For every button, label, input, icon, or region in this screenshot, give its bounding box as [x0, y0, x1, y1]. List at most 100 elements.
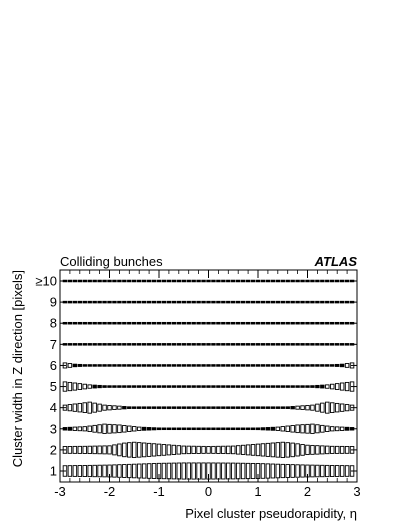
box-mark — [171, 385, 177, 388]
box-mark — [87, 321, 92, 325]
box-mark — [285, 464, 290, 478]
box-mark — [290, 279, 295, 283]
box-mark — [240, 462, 246, 480]
box-mark — [151, 406, 157, 409]
box-mark — [161, 343, 167, 346]
box-mark — [245, 462, 251, 480]
box-mark — [231, 385, 236, 388]
box-mark — [156, 385, 162, 388]
box-mark — [122, 279, 127, 283]
box-mark — [334, 279, 340, 283]
x-tick-label: 2 — [304, 484, 311, 499]
box-mark — [315, 364, 320, 367]
box-mark — [102, 404, 107, 411]
box-mark — [265, 279, 271, 283]
box-mark — [275, 343, 281, 346]
box-mark — [127, 442, 132, 458]
box-mark — [300, 424, 305, 434]
box-mark — [260, 364, 266, 367]
box-mark — [161, 427, 167, 431]
box-mark — [315, 321, 320, 325]
box-mark — [191, 427, 196, 431]
box-mark — [87, 343, 92, 346]
box-mark — [226, 406, 231, 409]
box-mark — [127, 406, 132, 409]
box-mark — [226, 427, 231, 431]
box-mark — [156, 279, 162, 283]
box-mark — [334, 321, 340, 325]
box-mark — [275, 385, 281, 388]
box-mark — [211, 279, 216, 283]
box-mark — [295, 364, 300, 367]
box-mark — [206, 406, 211, 409]
box-mark — [127, 321, 132, 325]
box-mark — [320, 279, 325, 283]
box-mark — [290, 385, 295, 388]
box-mark — [320, 343, 325, 346]
box-mark — [141, 406, 147, 409]
box-mark — [344, 363, 350, 368]
box-mark — [97, 384, 102, 389]
box-mark — [151, 385, 157, 388]
box-mark — [112, 343, 117, 346]
box-mark — [151, 443, 157, 457]
box-mark — [240, 321, 246, 325]
box-mark — [117, 364, 122, 367]
box-mark — [196, 343, 201, 346]
box-mark — [201, 406, 206, 409]
box-mark — [255, 406, 261, 409]
box-mark — [151, 364, 157, 367]
box-mark — [265, 427, 271, 431]
box-mark — [325, 364, 330, 367]
box-mark — [334, 343, 340, 346]
box-mark — [285, 425, 290, 432]
box-mark — [235, 321, 241, 325]
box-mark — [186, 300, 191, 304]
box-mark — [245, 279, 251, 283]
box-mark — [136, 385, 142, 388]
box-mark — [325, 343, 330, 346]
box-mark — [82, 300, 87, 304]
box-mark — [216, 279, 221, 283]
box-mark — [122, 425, 127, 433]
box-mark — [146, 364, 152, 367]
box-mark — [127, 343, 132, 346]
box-mark — [300, 343, 305, 346]
box-mark — [166, 300, 172, 304]
box-mark — [310, 279, 315, 283]
box-mark — [122, 321, 127, 325]
box-mark — [211, 364, 216, 367]
box-mark — [250, 343, 256, 346]
box-mark — [325, 425, 330, 432]
box-mark — [250, 364, 256, 367]
box-mark — [240, 300, 246, 304]
box-mark — [310, 464, 315, 478]
box-mark — [231, 364, 236, 367]
box-mark — [171, 427, 177, 431]
box-mark — [191, 321, 196, 325]
box-mark — [339, 382, 345, 391]
box-mark — [107, 321, 112, 325]
box-mark — [310, 343, 315, 346]
box-mark — [330, 279, 335, 283]
box-mark — [132, 343, 137, 346]
box-mark — [240, 406, 246, 409]
box-mark — [260, 443, 266, 457]
y-tick-label: 7 — [50, 337, 57, 352]
box-mark — [87, 445, 92, 455]
box-mark — [330, 383, 335, 390]
box-mark — [255, 279, 261, 283]
box-mark — [260, 300, 266, 304]
box-mark — [102, 364, 107, 367]
box-mark — [107, 385, 112, 388]
box-mark — [82, 426, 87, 432]
box-mark — [166, 406, 172, 409]
box-mark — [275, 364, 281, 367]
box-mark — [191, 385, 196, 388]
x-tick-label: 1 — [254, 484, 261, 499]
box-mark — [221, 385, 226, 388]
box-mark — [136, 463, 142, 479]
box-mark — [315, 384, 320, 389]
box-mark — [245, 300, 251, 304]
box-mark — [285, 321, 290, 325]
